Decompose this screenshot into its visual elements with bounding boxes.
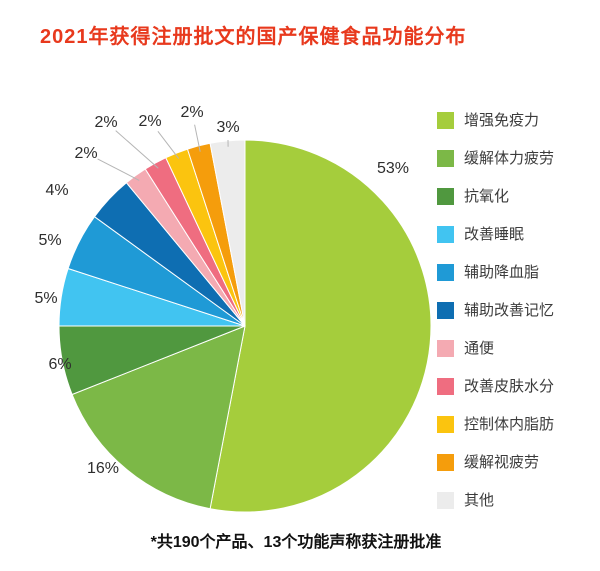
legend-label: 缓解体力疲劳 (464, 150, 555, 167)
pie-slice-1 (209, 139, 432, 513)
pie-slice-label: 6% (48, 356, 71, 373)
legend-label: 辅助改善记忆 (464, 302, 555, 319)
legend-swatch (437, 454, 454, 471)
legend-item: 其他 (437, 492, 554, 509)
legend-swatch (437, 378, 454, 395)
legend-item: 辅助降血脂 (437, 264, 554, 281)
legend-item: 缓解视疲劳 (437, 454, 554, 471)
label-leader-line (115, 130, 159, 169)
pie-slice-label: 53% (377, 160, 409, 177)
legend-label: 改善睡眠 (464, 226, 525, 243)
legend-item: 改善皮肤水分 (437, 378, 554, 395)
legend-swatch (437, 492, 454, 509)
legend-swatch (437, 150, 454, 167)
legend-swatch (437, 264, 454, 281)
legend-swatch (437, 302, 454, 319)
legend-swatch (437, 188, 454, 205)
legend-label: 改善皮肤水分 (464, 378, 555, 395)
legend-item: 缓解体力疲劳 (437, 150, 554, 167)
legend-item: 抗氧化 (437, 188, 554, 205)
legend-label: 通便 (464, 340, 495, 357)
legend-item: 控制体内脂肪 (437, 416, 554, 433)
legend-label: 辅助降血脂 (464, 264, 540, 281)
legend-label: 增强免疫力 (464, 112, 540, 129)
label-leader-line (157, 130, 180, 159)
pie-slice-label: 2% (138, 113, 161, 130)
label-leader-line (97, 158, 140, 181)
legend: 增强免疫力缓解体力疲劳 抗氧化改善睡眠辅助降血脂辅助改善记忆 通便改善皮肤水分 控制体… (437, 112, 554, 530)
legend-swatch (437, 340, 454, 357)
pie-slice-label: 2% (180, 104, 203, 121)
legend-label: 抗氧化 (464, 188, 510, 205)
legend-label: 其他 (464, 492, 495, 509)
pie-slice-label: 5% (38, 232, 61, 249)
pie-slice-label: 4% (45, 182, 68, 199)
pie-slice-2 (71, 325, 246, 510)
pie-slice-label: 5% (34, 290, 57, 307)
legend-item: 通便 (437, 340, 554, 357)
legend-swatch (437, 226, 454, 243)
legend-item: 增强免疫力 (437, 112, 554, 129)
pie-slice-label: 2% (74, 145, 97, 162)
footnote: *共190个产品、13个功能声称获注册批准 (150, 534, 442, 551)
pie-slice-label: 16% (87, 460, 119, 477)
pie-slice-label: 2% (94, 114, 117, 131)
legend-label: 控制体内脂肪 (464, 416, 555, 433)
pie-slice-label: 3% (216, 119, 239, 136)
chart-title: 2021年获得注册批文的国产保健食品功能分布 (40, 26, 467, 48)
pie-slice-11 (209, 139, 246, 327)
legend-swatch (437, 416, 454, 433)
legend-label: 缓解视疲劳 (464, 454, 540, 471)
legend-item: 改善睡眠 (437, 226, 554, 243)
legend-swatch (437, 112, 454, 129)
label-leader-line (194, 124, 201, 152)
legend-item: 辅助改善记忆 (437, 302, 554, 319)
